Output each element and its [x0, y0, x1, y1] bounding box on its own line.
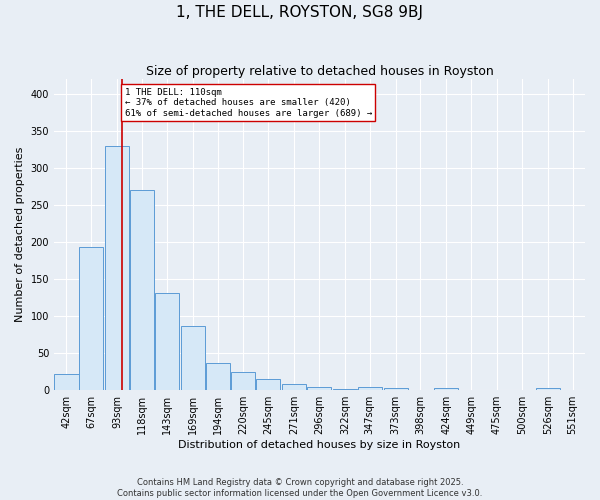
Bar — [307, 387, 331, 390]
Bar — [105, 146, 129, 390]
Bar — [256, 379, 280, 390]
Bar — [155, 293, 179, 390]
X-axis label: Distribution of detached houses by size in Royston: Distribution of detached houses by size … — [178, 440, 461, 450]
Bar — [358, 386, 382, 390]
Bar — [181, 326, 205, 390]
Text: Contains HM Land Registry data © Crown copyright and database right 2025.
Contai: Contains HM Land Registry data © Crown c… — [118, 478, 482, 498]
Bar — [79, 248, 103, 390]
Text: 1, THE DELL, ROYSTON, SG8 9BJ: 1, THE DELL, ROYSTON, SG8 9BJ — [176, 5, 424, 20]
Bar — [282, 384, 306, 390]
Title: Size of property relative to detached houses in Royston: Size of property relative to detached ho… — [146, 65, 493, 78]
Bar — [206, 363, 230, 390]
Bar — [55, 374, 79, 390]
Bar — [232, 372, 256, 390]
Bar — [130, 190, 154, 390]
Bar — [434, 388, 458, 390]
Bar — [383, 388, 407, 390]
Y-axis label: Number of detached properties: Number of detached properties — [15, 147, 25, 322]
Bar — [536, 388, 560, 390]
Text: 1 THE DELL: 110sqm
← 37% of detached houses are smaller (420)
61% of semi-detach: 1 THE DELL: 110sqm ← 37% of detached hou… — [125, 88, 372, 118]
